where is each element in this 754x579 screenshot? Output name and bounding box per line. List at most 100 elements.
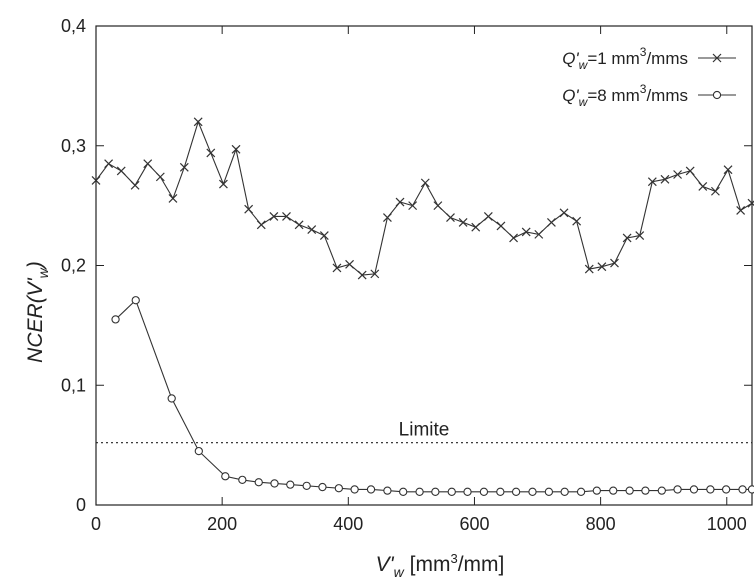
data-point bbox=[254, 478, 263, 487]
data-point bbox=[509, 233, 518, 243]
legend-marker bbox=[712, 90, 722, 100]
data-point bbox=[350, 485, 359, 494]
data-point bbox=[415, 487, 424, 496]
data-point bbox=[560, 487, 569, 496]
data-point bbox=[647, 177, 657, 187]
y-tick-label: 0,3 bbox=[61, 136, 86, 156]
data-point bbox=[399, 487, 408, 496]
data-point bbox=[479, 487, 489, 496]
data-point bbox=[168, 194, 178, 203]
data-point bbox=[738, 485, 747, 494]
data-point bbox=[609, 486, 618, 495]
data-point bbox=[685, 166, 695, 176]
data-point bbox=[534, 229, 544, 239]
reference-line-group: Limite bbox=[96, 420, 752, 444]
data-point bbox=[747, 485, 754, 494]
data-point bbox=[395, 197, 405, 207]
data-point bbox=[431, 487, 440, 496]
data-point bbox=[345, 259, 354, 269]
data-point bbox=[318, 482, 327, 492]
x-tick-label: 400 bbox=[333, 514, 363, 534]
data-point bbox=[382, 213, 392, 223]
data-point bbox=[723, 165, 733, 175]
data-point bbox=[584, 264, 594, 274]
data-point bbox=[111, 315, 120, 324]
y-axis-label-sub: w bbox=[35, 267, 51, 278]
data-point bbox=[622, 233, 632, 243]
data-point bbox=[218, 179, 228, 189]
x-axis-label-unit-pre: [mm bbox=[404, 553, 451, 576]
data-point bbox=[635, 231, 645, 240]
legend: Q'w=1 mm3/mms Q'w=8 mm3/mms bbox=[562, 45, 736, 109]
data-point bbox=[221, 472, 230, 481]
data-point bbox=[660, 174, 670, 184]
data-point bbox=[706, 485, 715, 494]
series-1 bbox=[91, 117, 754, 280]
data-point bbox=[116, 166, 126, 176]
data-point bbox=[689, 485, 699, 494]
data-point bbox=[282, 211, 291, 221]
data-point bbox=[366, 485, 376, 494]
x-axis-label-main: V' bbox=[376, 553, 395, 576]
data-point bbox=[270, 479, 279, 488]
data-point bbox=[511, 487, 521, 496]
data-point bbox=[319, 231, 329, 240]
data-point bbox=[447, 487, 456, 496]
data-point bbox=[334, 484, 343, 493]
x-tick-label: 1000 bbox=[707, 514, 747, 534]
data-point bbox=[332, 263, 342, 273]
y-axis-label-post: ) bbox=[24, 261, 47, 271]
legend-entry-2: Q'w=8 mm3/mms bbox=[562, 82, 688, 109]
data-point bbox=[167, 394, 176, 403]
y-tick-label: 0,4 bbox=[61, 16, 86, 36]
data-point bbox=[528, 487, 537, 496]
data-point bbox=[131, 296, 140, 305]
x-axis-label: V'w [mm3/mm] bbox=[376, 551, 505, 579]
legend-entry-1: Q'w=1 mm3/mms bbox=[562, 45, 688, 72]
data-point bbox=[736, 205, 746, 215]
data-point bbox=[155, 172, 165, 182]
data-point bbox=[286, 480, 295, 489]
data-point bbox=[194, 446, 203, 456]
x-tick-label: 0 bbox=[91, 514, 101, 534]
x-axis-label-sub: w bbox=[394, 564, 405, 579]
data-point bbox=[408, 201, 418, 211]
data-point bbox=[269, 211, 279, 221]
x-tick-label: 200 bbox=[207, 514, 237, 534]
x-axis-label-unit-post: /mm] bbox=[458, 553, 505, 576]
x-tick-label: 600 bbox=[459, 514, 489, 534]
data-point bbox=[433, 201, 443, 211]
data-point bbox=[383, 486, 392, 495]
data-point bbox=[238, 475, 247, 485]
data-point bbox=[302, 481, 311, 490]
data-point bbox=[546, 217, 556, 227]
data-point bbox=[592, 486, 601, 495]
data-point bbox=[294, 220, 304, 230]
axis-ticks: 0 200 400 600 800 1000 0 0,1 0,2 0,3 0,4 bbox=[61, 16, 752, 534]
data-point bbox=[673, 485, 682, 494]
data-point bbox=[143, 159, 153, 169]
data-point bbox=[307, 225, 317, 234]
data-point bbox=[370, 269, 380, 279]
x-tick-label: 800 bbox=[586, 514, 616, 534]
limit-label: Limite bbox=[399, 420, 450, 441]
y-axis-label: NCER(V'w) bbox=[24, 261, 51, 363]
series-line bbox=[95, 120, 753, 276]
data-point bbox=[721, 485, 731, 494]
data-point bbox=[446, 213, 455, 223]
data-point bbox=[244, 204, 254, 214]
x-axis-label-unit-sup: 3 bbox=[450, 551, 457, 566]
data-point bbox=[206, 148, 216, 158]
data-point bbox=[747, 198, 754, 208]
data-point bbox=[544, 487, 554, 496]
data-point bbox=[521, 227, 531, 237]
data-point bbox=[104, 159, 114, 169]
data-point bbox=[496, 221, 506, 231]
data-point bbox=[483, 211, 493, 221]
data-point bbox=[471, 222, 481, 232]
data-point bbox=[91, 176, 101, 185]
data-point bbox=[576, 487, 586, 496]
data-point bbox=[130, 180, 140, 190]
data-point bbox=[463, 487, 472, 496]
y-tick-label: 0,2 bbox=[61, 256, 86, 276]
